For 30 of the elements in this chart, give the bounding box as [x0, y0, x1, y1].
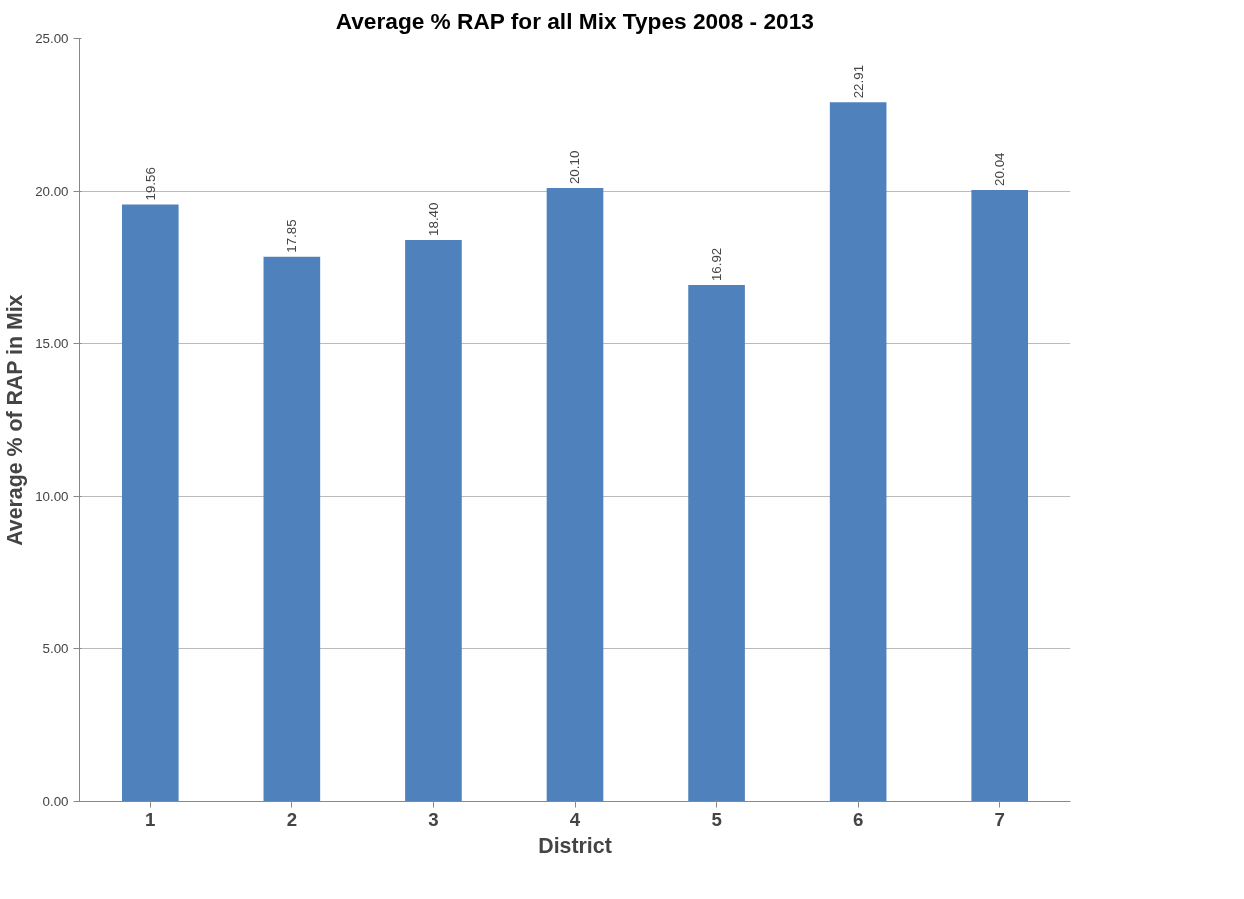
- x-tick-label: 7: [994, 808, 1005, 830]
- x-tick-label: 2: [286, 808, 298, 830]
- bar: [546, 188, 604, 802]
- x-tick-label: 1: [145, 808, 156, 830]
- y-tick-label: 20.00: [35, 183, 69, 199]
- y-tick-label: 10.00: [35, 488, 69, 504]
- y-axis-title: Average % of RAP in Mix: [3, 294, 28, 546]
- x-axis-title: District: [538, 833, 612, 858]
- bar: [405, 239, 462, 802]
- data-label: 18.40: [425, 202, 441, 236]
- y-tick-label: 15.00: [35, 336, 69, 352]
- y-tick-label: 25.00: [35, 31, 69, 46]
- y-tick-label: 0.00: [42, 794, 69, 809]
- bar: [263, 256, 321, 802]
- bar: [121, 204, 179, 802]
- bar: [688, 285, 745, 802]
- y-tick-label: 5.00: [42, 641, 69, 657]
- x-tick-label: 6: [852, 808, 864, 830]
- x-tick-label: 5: [711, 808, 722, 830]
- data-label: 16.92: [709, 247, 725, 282]
- data-label: 17.85: [284, 219, 300, 253]
- x-tick-label: 3: [428, 808, 439, 830]
- bar: [971, 189, 1029, 802]
- data-label: 20.04: [992, 151, 1008, 186]
- data-label: 20.10: [567, 150, 583, 185]
- chart-title: Average % RAP for all Mix Types 2008 - 2013: [335, 7, 814, 34]
- data-label: 19.56: [142, 167, 158, 201]
- x-tick-label: 4: [569, 808, 581, 830]
- data-label: 22.91: [850, 64, 866, 99]
- bar: [829, 102, 887, 802]
